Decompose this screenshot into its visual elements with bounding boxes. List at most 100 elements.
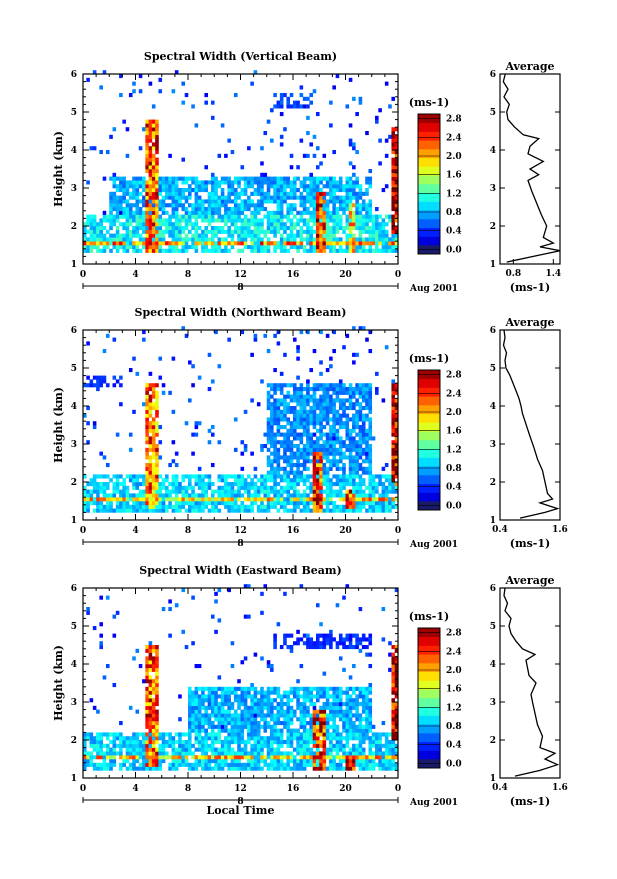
heatmap-cell: [303, 237, 307, 241]
heatmap-cell: [145, 763, 149, 767]
heatmap-cell: [234, 717, 238, 721]
heatmap-cell: [309, 180, 313, 184]
heatmap-cell: [336, 226, 340, 230]
heatmap-cell: [273, 391, 277, 395]
heatmap-cell: [181, 588, 185, 592]
heatmap-cell: [277, 717, 281, 721]
heatmap-cell: [158, 180, 162, 184]
heatmap-cell: [270, 433, 274, 437]
heatmap-cell: [119, 751, 123, 755]
heatmap-cell: [231, 509, 235, 513]
heatmap-cell: [195, 226, 199, 230]
heatmap-cell: [267, 767, 271, 771]
heatmap-cell: [237, 226, 241, 230]
heatmap-cell: [221, 687, 225, 691]
heatmap-cell: [296, 188, 300, 192]
heatmap-cell: [336, 410, 340, 414]
heatmap-cell: [326, 391, 330, 395]
heatmap-cell: [290, 729, 294, 733]
heatmap-cell: [303, 222, 307, 226]
heatmap-cell: [195, 664, 199, 668]
heatmap-cell: [149, 474, 153, 478]
heatmap-cell: [168, 599, 172, 603]
heatmap-cell: [332, 414, 336, 418]
heatmap-cell: [290, 211, 294, 215]
heatmap-cell: [346, 493, 350, 497]
heatmap-cell: [136, 199, 140, 203]
heatmap-cell: [352, 505, 356, 509]
heatmap-cell: [152, 452, 156, 456]
heatmap-cell: [99, 490, 103, 494]
heatmap-cell: [96, 755, 100, 759]
heatmap-cell: [142, 751, 146, 755]
heatmap-cell: [155, 203, 159, 207]
heatmap-cell: [152, 767, 156, 771]
heatmap-cell: [391, 192, 395, 196]
heatmap-cell: [286, 429, 290, 433]
heatmap-cell: [96, 490, 100, 494]
heatmap-cell: [244, 710, 248, 714]
heatmap-cell: [336, 478, 340, 482]
heatmap-cell: [342, 497, 346, 501]
heatmap-cell: [247, 759, 251, 763]
heatmap-cell: [155, 245, 159, 249]
heatmap-cell: [191, 215, 195, 219]
heatmap-cell: [106, 755, 110, 759]
heatmap-cell: [145, 725, 149, 729]
heatmap-cell: [234, 241, 238, 245]
heatmap-cell: [99, 150, 103, 154]
heatmap-cell: [388, 237, 392, 241]
heatmap-cell: [306, 188, 310, 192]
heatmap-cell: [273, 474, 277, 478]
heatmap-cell: [168, 505, 172, 509]
heatmap-cell: [250, 215, 254, 219]
heatmap-cell: [145, 410, 149, 414]
heatmap-cell: [237, 237, 241, 241]
heatmap-cell: [319, 387, 323, 391]
heatmap-cell: [250, 493, 254, 497]
heatmap-cell: [149, 135, 153, 139]
heatmap-cell: [368, 199, 372, 203]
heatmap-cell: [306, 177, 310, 181]
heatmap-cell: [277, 691, 281, 695]
heatmap-cell: [155, 740, 159, 744]
heatmap-cell: [273, 421, 277, 425]
heatmap-cell: [267, 226, 271, 230]
heatmap-cell: [362, 459, 366, 463]
heatmap-cell: [119, 177, 123, 181]
heatmap-cell: [313, 387, 317, 391]
heatmap-cell: [142, 222, 146, 226]
heatmap-cell: [221, 767, 225, 771]
heatmap-cell: [188, 478, 192, 482]
heatmap-cell: [319, 372, 323, 376]
heatmap-cell: [155, 710, 159, 714]
heatmap-cell: [339, 478, 343, 482]
heatmap-cell: [267, 391, 271, 395]
heatmap-cell: [136, 222, 140, 226]
heatmap-cell: [352, 97, 356, 101]
heatmap-cell: [109, 222, 113, 226]
heatmap-cell: [283, 184, 287, 188]
heatmap-cell: [214, 748, 218, 752]
heatmap-cell: [172, 740, 176, 744]
heatmap-cell: [391, 215, 395, 219]
heatmap-cell: [280, 101, 284, 105]
heatmap-cell: [201, 694, 205, 698]
heatmap-cell: [306, 230, 310, 234]
heatmap-cell: [149, 717, 153, 721]
heatmap-cell: [313, 474, 317, 478]
heatmap-cell: [227, 230, 231, 234]
heatmap-cell: [165, 226, 169, 230]
heatmap-cell: [204, 215, 208, 219]
heatmap-cell: [158, 505, 162, 509]
heatmap-cell: [309, 417, 313, 421]
heatmap-cell: [336, 387, 340, 391]
heatmap-cell: [267, 199, 271, 203]
heatmap-cell: [355, 207, 359, 211]
heatmap-cell: [329, 241, 333, 245]
heatmap-cell: [168, 203, 172, 207]
heatmap-cell: [319, 740, 323, 744]
heatmap-cell: [283, 395, 287, 399]
heatmap-cell: [227, 211, 231, 215]
heatmap-cell: [231, 691, 235, 695]
